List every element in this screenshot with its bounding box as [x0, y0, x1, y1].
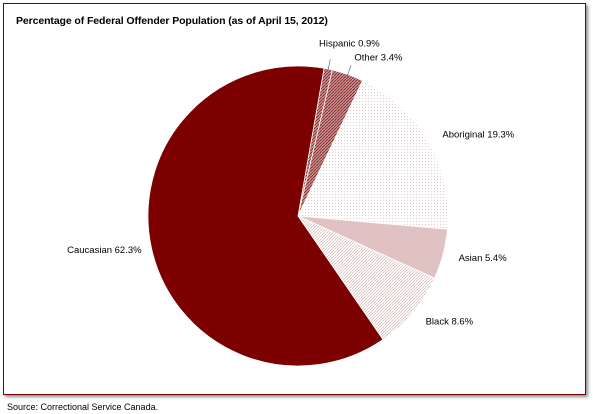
pie-label-other: Other 3.4% — [354, 52, 403, 63]
pie-slice-caucasian — [147, 65, 384, 367]
pie-label-hispanic: Hispanic 0.9% — [319, 38, 380, 49]
pie-leader-lines — [327, 59, 352, 77]
pie-label-asian: Asian 5.4% — [459, 253, 508, 264]
pie-labels: Hispanic 0.9% Other 3.4% Aboriginal 19.3% A… — [67, 38, 515, 327]
pie-label-aboriginal: Aboriginal 19.3% — [442, 130, 514, 141]
pie-label-caucasian: Caucasian 62.3% — [67, 245, 142, 256]
pie-label-black: Black 8.6% — [426, 316, 474, 327]
leader-line-hispanic — [327, 59, 331, 72]
pie-slice-aboriginal — [297, 80, 449, 230]
pie-slices — [147, 65, 449, 367]
source-note: Source: Correctional Service Canada. — [7, 402, 159, 412]
chart-frame: Percentage of Federal Offender Populatio… — [3, 3, 586, 395]
pie-chart: Hispanic 0.9% Other 3.4% Aboriginal 19.3% A… — [67, 38, 515, 367]
chart-title: Percentage of Federal Offender Populatio… — [16, 15, 328, 27]
leader-line-other — [346, 64, 352, 77]
